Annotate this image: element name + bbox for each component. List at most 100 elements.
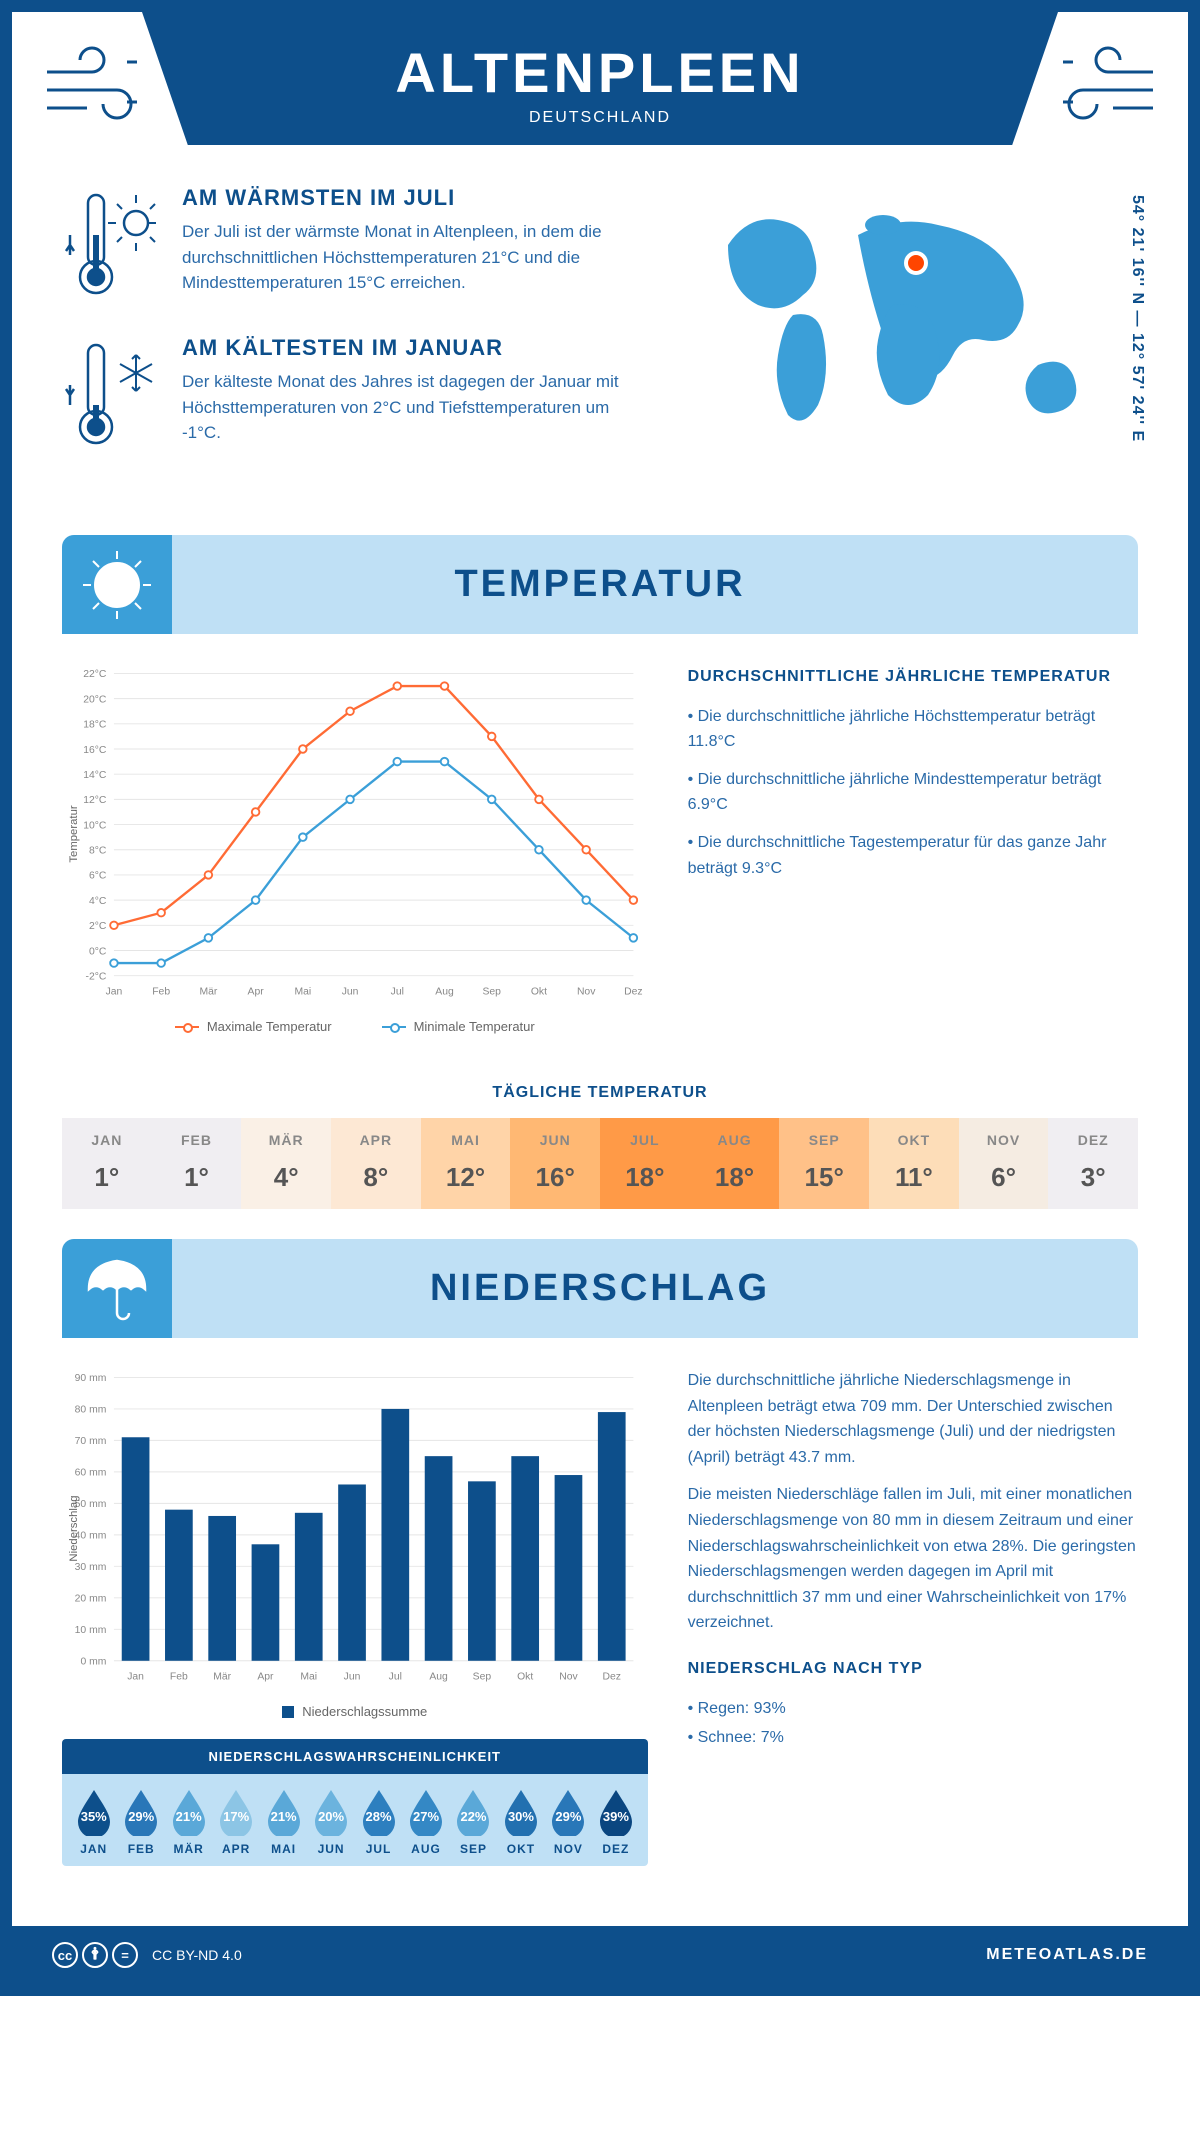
drop-item: 35% JAN bbox=[70, 1788, 117, 1856]
svg-text:Okt: Okt bbox=[517, 1672, 533, 1683]
temp-cell: APR8° bbox=[331, 1118, 421, 1209]
svg-text:10°C: 10°C bbox=[83, 820, 107, 831]
infographic-page: ALTENPLEEN DEUTSCHLAND AM WÄRMSTEN IM JU… bbox=[0, 0, 1200, 1996]
svg-text:20°C: 20°C bbox=[83, 694, 107, 705]
warmest-block: AM WÄRMSTEN IM JULI Der Juli ist der wär… bbox=[62, 185, 668, 305]
precip-section-header: NIEDERSCHLAG bbox=[62, 1239, 1138, 1338]
drop-item: 30% OKT bbox=[497, 1788, 544, 1856]
svg-text:Sep: Sep bbox=[473, 1672, 492, 1683]
svg-text:18°C: 18°C bbox=[83, 720, 107, 731]
svg-text:20 mm: 20 mm bbox=[75, 1594, 107, 1605]
svg-text:Jun: Jun bbox=[344, 1672, 361, 1683]
precip-prob-box: NIEDERSCHLAGSWAHRSCHEINLICHKEIT 35% JAN … bbox=[62, 1739, 648, 1866]
drop-item: 20% JUN bbox=[307, 1788, 354, 1856]
svg-text:22°C: 22°C bbox=[83, 669, 107, 680]
umbrella-tab-icon bbox=[62, 1239, 172, 1338]
precip-type-heading: NIEDERSCHLAG NACH TYP bbox=[688, 1656, 1138, 1682]
svg-text:Niederschlag: Niederschlag bbox=[68, 1495, 80, 1561]
svg-text:Dez: Dez bbox=[624, 987, 642, 998]
precip-p1: Die durchschnittliche jährliche Niedersc… bbox=[688, 1368, 1138, 1470]
drop-item: 28% JUL bbox=[355, 1788, 402, 1856]
sun-tab-icon bbox=[62, 535, 172, 634]
temp-cell: FEB1° bbox=[152, 1118, 242, 1209]
svg-text:Mär: Mär bbox=[213, 1672, 231, 1683]
svg-text:Aug: Aug bbox=[435, 987, 454, 998]
footer-left: cc 🛉 = CC BY-ND 4.0 bbox=[52, 1942, 242, 1968]
coldest-block: AM KÄLTESTEN IM JANUAR Der kälteste Mona… bbox=[62, 335, 668, 455]
precip-bar-chart: 0 mm10 mm20 mm30 mm40 mm50 mm60 mm70 mm8… bbox=[62, 1368, 648, 1689]
temp-bullet-1: • Die durchschnittliche jährliche Höchst… bbox=[688, 704, 1138, 755]
temp-cell: SEP15° bbox=[779, 1118, 869, 1209]
svg-text:70 mm: 70 mm bbox=[75, 1436, 107, 1447]
daily-temp-title: TÄGLICHE TEMPERATUR bbox=[12, 1084, 1188, 1102]
footer: cc 🛉 = CC BY-ND 4.0 METEOATLAS.DE bbox=[12, 1926, 1188, 1984]
svg-text:30 mm: 30 mm bbox=[75, 1562, 107, 1573]
nd-icon: = bbox=[112, 1942, 138, 1968]
warmest-heading: AM WÄRMSTEN IM JULI bbox=[182, 185, 642, 211]
svg-text:-2°C: -2°C bbox=[86, 971, 107, 982]
svg-text:Aug: Aug bbox=[429, 1672, 448, 1683]
warmest-text: AM WÄRMSTEN IM JULI Der Juli ist der wär… bbox=[182, 185, 642, 305]
temp-section-header: TEMPERATUR bbox=[62, 535, 1138, 634]
by-icon: 🛉 bbox=[82, 1942, 108, 1968]
temp-cell: JUN16° bbox=[510, 1118, 600, 1209]
country-subtitle: DEUTSCHLAND bbox=[142, 109, 1058, 127]
legend-precip: Niederschlagssumme bbox=[282, 1704, 427, 1719]
svg-text:Jan: Jan bbox=[106, 987, 123, 998]
precip-prob-title: NIEDERSCHLAGSWAHRSCHEINLICHKEIT bbox=[62, 1739, 648, 1774]
svg-text:8°C: 8°C bbox=[89, 846, 107, 857]
precip-type-1: • Regen: 93% bbox=[688, 1696, 1138, 1722]
license-text: CC BY-ND 4.0 bbox=[152, 1947, 242, 1963]
temp-chart-area: -2°C0°C2°C4°C6°C8°C10°C12°C14°C16°C18°C2… bbox=[62, 664, 648, 1034]
svg-text:Nov: Nov bbox=[559, 1672, 578, 1683]
drop-item: 39% DEZ bbox=[592, 1788, 639, 1856]
temp-text-heading: DURCHSCHNITTLICHE JÄHRLICHE TEMPERATUR bbox=[688, 664, 1138, 690]
svg-text:Okt: Okt bbox=[531, 987, 547, 998]
temp-cell: OKT11° bbox=[869, 1118, 959, 1209]
svg-text:0 mm: 0 mm bbox=[80, 1657, 106, 1668]
temp-bullet-3: • Die durchschnittliche Tagestemperatur … bbox=[688, 830, 1138, 881]
warmest-body: Der Juli ist der wärmste Monat in Altenp… bbox=[182, 219, 642, 296]
thermometer-snow-icon bbox=[62, 335, 162, 455]
precip-type-2: • Schnee: 7% bbox=[688, 1725, 1138, 1751]
svg-text:Mär: Mär bbox=[199, 987, 217, 998]
temp-title: TEMPERATUR bbox=[62, 563, 1138, 606]
legend-max: Maximale Temperatur bbox=[175, 1019, 332, 1034]
svg-text:4°C: 4°C bbox=[89, 896, 107, 907]
svg-text:Jul: Jul bbox=[389, 1672, 402, 1683]
svg-text:Mai: Mai bbox=[294, 987, 311, 998]
header-banner: ALTENPLEEN DEUTSCHLAND bbox=[142, 12, 1058, 145]
svg-text:Apr: Apr bbox=[257, 1672, 274, 1683]
wind-icon-left bbox=[42, 42, 152, 132]
drop-item: 17% APR bbox=[212, 1788, 259, 1856]
intro-right: 54° 21' 16'' N — 12° 57' 24'' E bbox=[698, 185, 1138, 485]
drop-item: 27% AUG bbox=[402, 1788, 449, 1856]
temp-cell: MAI12° bbox=[421, 1118, 511, 1209]
drop-item: 21% MAI bbox=[260, 1788, 307, 1856]
svg-text:Jul: Jul bbox=[391, 987, 404, 998]
temp-cell: NOV6° bbox=[959, 1118, 1049, 1209]
thermometer-sun-icon bbox=[62, 185, 162, 305]
temp-body: -2°C0°C2°C4°C6°C8°C10°C12°C14°C16°C18°C2… bbox=[12, 634, 1188, 1064]
drop-item: 21% MÄR bbox=[165, 1788, 212, 1856]
svg-text:Feb: Feb bbox=[170, 1672, 188, 1683]
svg-text:16°C: 16°C bbox=[83, 745, 107, 756]
temp-cell: MÄR4° bbox=[241, 1118, 331, 1209]
temp-text-area: DURCHSCHNITTLICHE JÄHRLICHE TEMPERATUR •… bbox=[688, 664, 1138, 1034]
svg-text:Temperatur: Temperatur bbox=[68, 805, 80, 863]
temp-cell: DEZ3° bbox=[1048, 1118, 1138, 1209]
svg-text:90 mm: 90 mm bbox=[75, 1373, 107, 1384]
coldest-body: Der kälteste Monat des Jahres ist dagege… bbox=[182, 369, 642, 446]
precip-title: NIEDERSCHLAG bbox=[62, 1267, 1138, 1310]
svg-text:Dez: Dez bbox=[603, 1672, 621, 1683]
svg-text:Sep: Sep bbox=[482, 987, 501, 998]
drop-item: 29% NOV bbox=[545, 1788, 592, 1856]
svg-text:60 mm: 60 mm bbox=[75, 1468, 107, 1479]
svg-text:Apr: Apr bbox=[248, 987, 265, 998]
temp-cell: JUL18° bbox=[600, 1118, 690, 1209]
footer-site: METEOATLAS.DE bbox=[986, 1946, 1148, 1964]
header-wrap: ALTENPLEEN DEUTSCHLAND bbox=[12, 12, 1188, 145]
cc-icons: cc 🛉 = bbox=[52, 1942, 138, 1968]
precip-legend: Niederschlagssumme bbox=[62, 1704, 648, 1719]
precip-chart-area: 0 mm10 mm20 mm30 mm40 mm50 mm60 mm70 mm8… bbox=[62, 1368, 648, 1866]
